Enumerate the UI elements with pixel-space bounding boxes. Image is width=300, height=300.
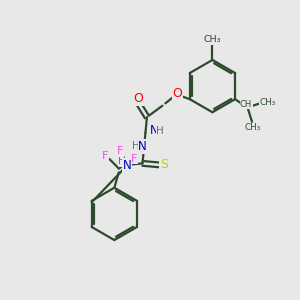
Text: N: N bbox=[149, 124, 158, 137]
Text: CH₃: CH₃ bbox=[204, 35, 221, 44]
Text: S: S bbox=[160, 158, 168, 171]
Text: H: H bbox=[132, 141, 140, 152]
Text: H: H bbox=[118, 156, 126, 166]
Text: CH: CH bbox=[240, 100, 252, 109]
Text: F: F bbox=[131, 154, 137, 164]
Text: O: O bbox=[134, 92, 144, 105]
Text: F: F bbox=[102, 151, 109, 161]
Text: O: O bbox=[172, 87, 182, 100]
Text: CH₃: CH₃ bbox=[245, 123, 261, 132]
Text: F: F bbox=[117, 146, 124, 156]
Text: CH₃: CH₃ bbox=[260, 98, 276, 106]
Text: H: H bbox=[157, 126, 164, 136]
Text: N: N bbox=[123, 159, 131, 172]
Text: N: N bbox=[138, 140, 147, 153]
